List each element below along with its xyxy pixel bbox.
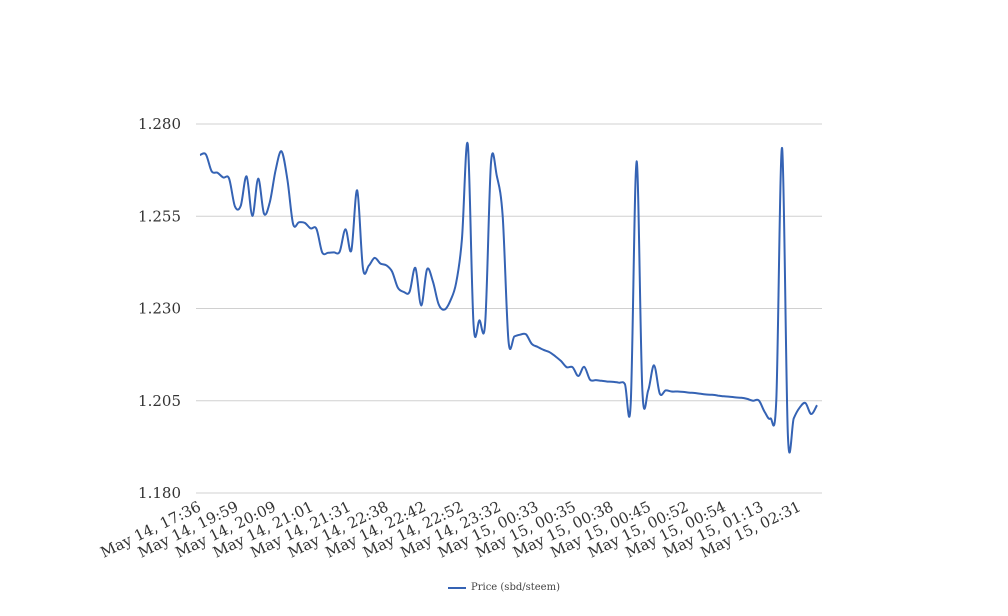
- legend: Price (sbd/steem): [0, 582, 1008, 593]
- legend-label: Price (sbd/steem): [471, 582, 560, 593]
- series-line-0: [199, 141, 818, 454]
- y-tick-label: 1.205: [138, 392, 181, 410]
- y-tick-label: 1.230: [138, 300, 181, 318]
- gridlines: [196, 123, 822, 494]
- y-tick-label: 1.180: [138, 484, 181, 502]
- legend-swatch: [448, 586, 466, 589]
- y-tick-label: 1.280: [138, 115, 181, 133]
- y-tick-label: 1.255: [138, 207, 181, 225]
- series-layer: [199, 141, 818, 454]
- y-axis-ticks: 1.180 1.205 1.230 1.255 1.280: [138, 115, 181, 502]
